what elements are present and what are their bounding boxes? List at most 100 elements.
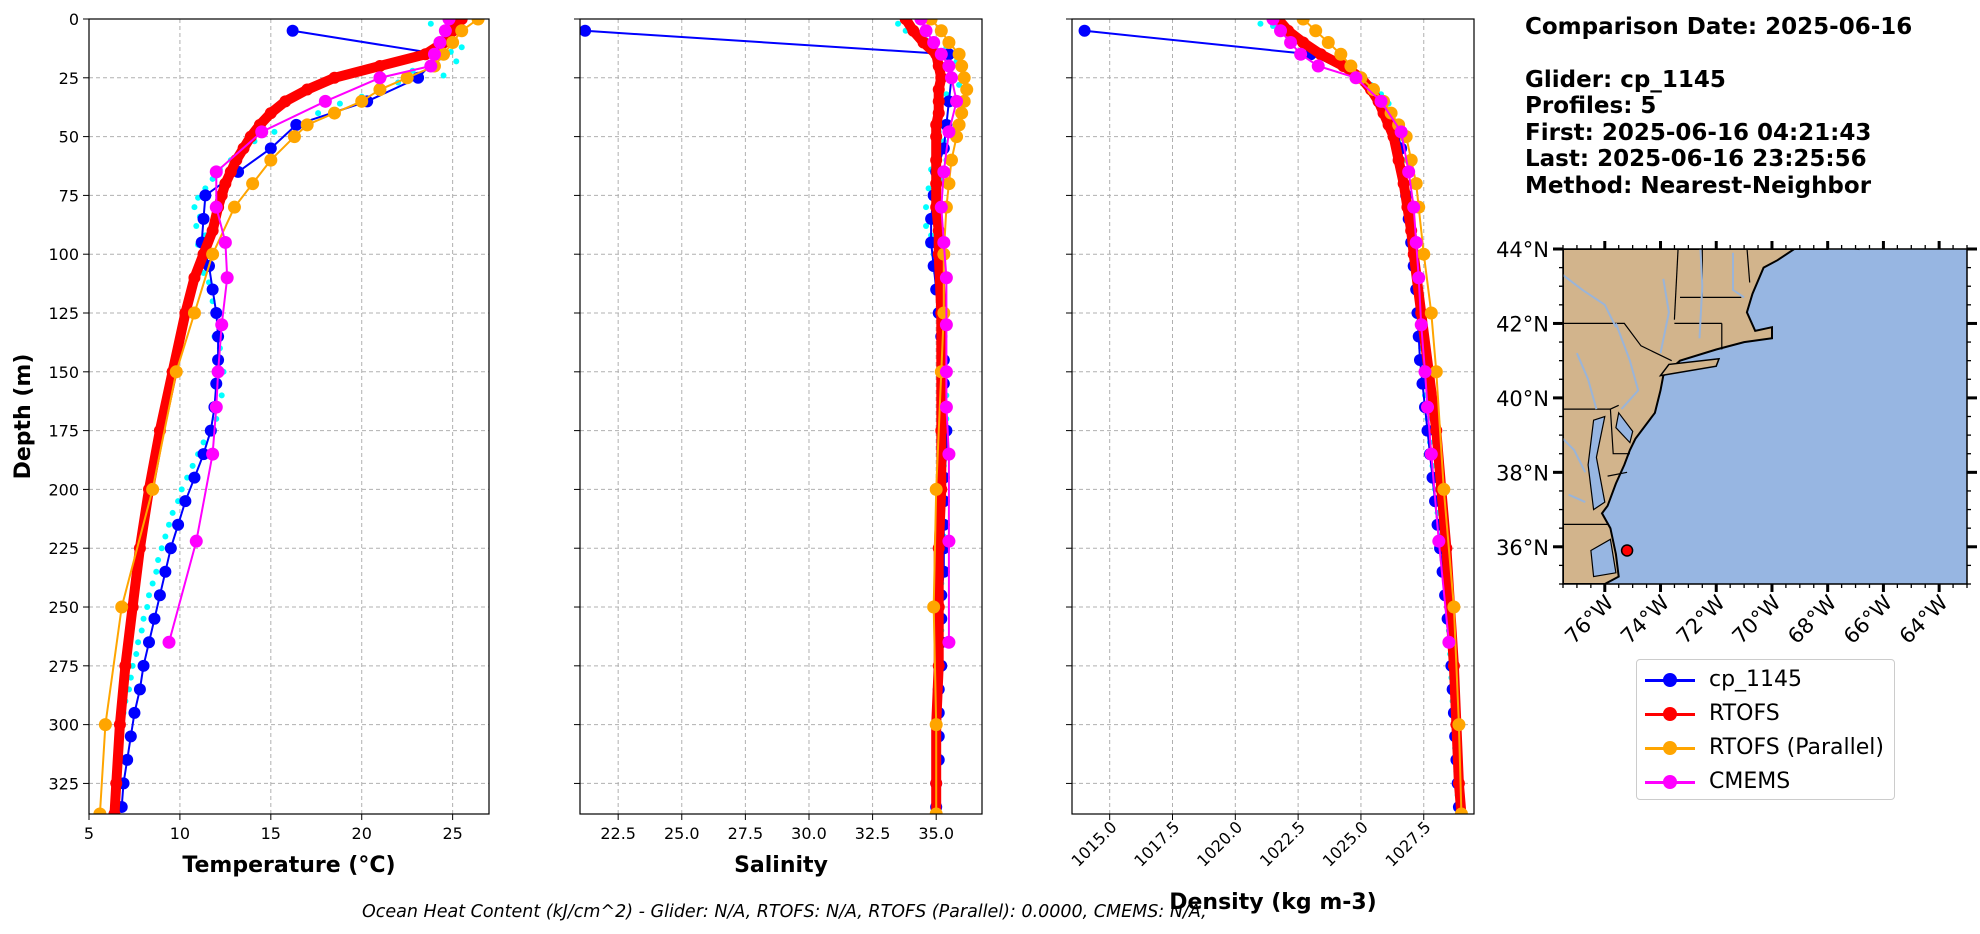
- axes-frame: [88, 18, 490, 815]
- data-point: [246, 177, 260, 191]
- river: [1732, 252, 1745, 299]
- data-point: [1309, 24, 1323, 38]
- data-point: [924, 19, 938, 26]
- data-point: [1297, 36, 1310, 49]
- data-point: [146, 482, 160, 496]
- data-point: [438, 24, 452, 38]
- data-point: [952, 47, 966, 61]
- data-point: [934, 24, 948, 38]
- series-line: [168, 19, 450, 644]
- data-point: [1344, 59, 1358, 73]
- data-point: [1314, 48, 1327, 61]
- river: [1575, 352, 1598, 410]
- raw-point: [923, 204, 930, 211]
- data-point: [230, 154, 243, 167]
- data-point: [327, 106, 341, 120]
- data-point: [934, 47, 948, 61]
- data-point: [1294, 47, 1308, 61]
- map-lon-label: 74°W: [1616, 590, 1674, 648]
- data-point: [1424, 306, 1438, 320]
- raw-point: [178, 486, 185, 493]
- glider-name: Glider: cp_1145: [1525, 66, 1726, 93]
- data-point: [189, 534, 203, 548]
- legend-entry-rtofs: RTOFS: [1637, 698, 1894, 732]
- data-point: [210, 307, 223, 320]
- map-lat-label: 42°N: [1496, 312, 1549, 336]
- river: [1659, 278, 1670, 354]
- data-point: [932, 83, 945, 96]
- data-point: [143, 636, 155, 649]
- legend-label: CMEMS: [1709, 769, 1791, 794]
- data-point: [137, 659, 150, 672]
- data-point: [937, 235, 951, 249]
- legend-label: cp_1145: [1709, 667, 1803, 692]
- data-point: [419, 48, 432, 61]
- x-axis-label: Temperature (°C): [182, 853, 395, 878]
- legend-marker: [1663, 707, 1677, 721]
- data-point: [942, 177, 956, 191]
- series-line: [1273, 19, 1467, 814]
- data-point: [264, 107, 277, 120]
- raw-point: [458, 44, 465, 51]
- x-tick-label: 1020.0: [1193, 817, 1246, 870]
- data-point: [218, 235, 232, 249]
- data-point: [944, 153, 958, 167]
- long-island: [1658, 357, 1721, 377]
- x-tick-label: 25: [442, 824, 462, 843]
- data-point: [1274, 24, 1288, 38]
- map-lat-label: 38°N: [1496, 461, 1549, 485]
- data-point: [220, 271, 234, 285]
- data-point: [159, 565, 172, 578]
- data-point: [927, 600, 941, 614]
- raw-point: [135, 639, 142, 646]
- data-point: [1409, 177, 1423, 191]
- x-tick-label: 25.0: [664, 824, 700, 843]
- y-tick-label: 325: [48, 774, 79, 793]
- data-point: [424, 59, 438, 73]
- data-point: [1429, 365, 1443, 379]
- data-point: [932, 224, 945, 237]
- x-tick-label: 15: [261, 824, 281, 843]
- data-point: [1384, 106, 1398, 120]
- data-point: [206, 224, 219, 237]
- data-point: [210, 377, 223, 390]
- x-axis-label: Salinity: [734, 853, 828, 878]
- x-tick-label: 27.5: [728, 824, 764, 843]
- raw-point: [158, 545, 165, 552]
- data-point: [162, 635, 176, 649]
- profile-count: Profiles: 5: [1525, 93, 1657, 119]
- map-lon-label: 66°W: [1839, 590, 1897, 648]
- y-tick-label: 100: [48, 245, 79, 264]
- data-point: [1452, 718, 1466, 732]
- plot-area: [1078, 19, 1468, 814]
- data-point: [188, 471, 201, 484]
- data-point: [128, 706, 141, 719]
- data-point: [227, 200, 241, 214]
- data-point: [932, 107, 945, 120]
- map-area: [1563, 249, 1967, 584]
- y-tick-label: 250: [48, 598, 79, 617]
- map-lat-label: 36°N: [1496, 536, 1549, 560]
- data-point: [264, 153, 278, 167]
- state-border: [1607, 471, 1628, 477]
- data-point: [919, 24, 933, 38]
- data-point: [215, 318, 229, 332]
- raw-point: [925, 185, 932, 192]
- data-point: [300, 118, 314, 132]
- data-point: [1447, 600, 1461, 614]
- raw-point: [218, 392, 225, 399]
- data-point: [950, 94, 964, 108]
- data-point: [133, 683, 146, 696]
- data-point: [1412, 271, 1426, 285]
- data-point: [1442, 635, 1456, 649]
- data-point: [437, 47, 451, 61]
- data-point: [1424, 447, 1438, 461]
- data-point: [209, 400, 223, 414]
- data-point: [1394, 125, 1408, 139]
- data-point: [939, 318, 953, 332]
- data-point: [932, 95, 945, 108]
- data-point: [899, 19, 912, 25]
- data-point: [1407, 200, 1421, 214]
- info-panel: Comparison Date: 2025-06-16 Glider: cp_1…: [1525, 14, 1912, 199]
- data-point: [442, 19, 456, 26]
